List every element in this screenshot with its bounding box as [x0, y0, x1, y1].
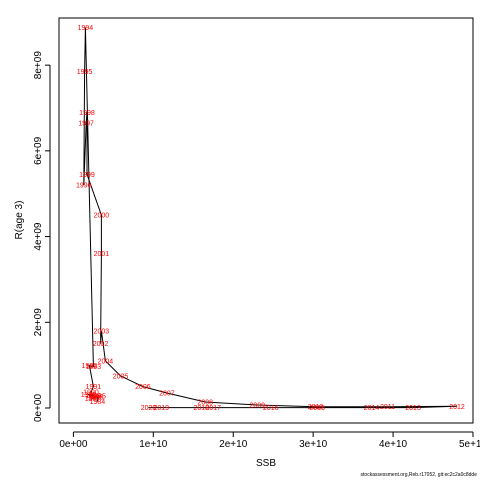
year-label-1986: 1986: [88, 394, 104, 401]
year-label-2011: 2011: [380, 404, 395, 411]
x-tick-label: 2e+10: [219, 439, 248, 450]
year-label-2000: 2000: [94, 213, 110, 220]
x-tick-label: 4e+10: [379, 439, 408, 450]
year-label-2020: 2020: [141, 405, 157, 412]
x-tick-label: 0e+00: [59, 439, 88, 450]
year-label-2019: 2019: [154, 405, 170, 412]
y-tick-label: 0e+00: [33, 394, 44, 423]
year-label-1999: 1999: [79, 172, 95, 179]
year-label-2006: 2006: [135, 384, 151, 391]
year-label-2003: 2003: [94, 328, 110, 335]
year-label-1991: 1991: [86, 384, 102, 391]
year-label-2017: 2017: [205, 405, 221, 412]
year-label-1985: 1985: [90, 394, 106, 401]
year-label-2004: 2004: [98, 358, 114, 365]
y-axis-title: R(age 3): [14, 201, 25, 240]
year-label-2015: 2015: [309, 405, 325, 412]
x-tick-label: 1e+10: [139, 439, 168, 450]
year-label-1984: 1984: [90, 399, 106, 406]
year-label-2009: 2009: [249, 403, 265, 410]
year-label-1988: 1988: [81, 392, 97, 399]
year-label-1997: 1997: [78, 121, 94, 128]
x-tick-label: 3e+10: [299, 439, 328, 450]
source-credit: stockassessment.org,Reb.r17052, git:ec2c…: [360, 472, 477, 478]
y-tick-label: 8e+09: [33, 51, 44, 80]
year-label-1994: 1994: [78, 25, 94, 32]
year-label-1989: 1989: [86, 393, 102, 400]
year-label-1998: 1998: [79, 110, 95, 117]
year-label-2002: 2002: [93, 341, 109, 348]
year-label-2014: 2014: [364, 405, 380, 412]
year-label-2013: 2013: [405, 405, 421, 412]
year-label-2001: 2001: [94, 251, 110, 258]
year-label-2018: 2018: [193, 405, 209, 412]
x-tick-label: 5e+10: [459, 439, 480, 450]
x-axis: 0e+00 1e+10 2e+10 3e+10 4e+10 5e+10: [59, 431, 480, 450]
x-axis-title: SSB: [256, 458, 276, 469]
year-label-1990: 1990: [83, 390, 99, 397]
year-label-1993: 1993: [86, 364, 102, 371]
year-label-2012: 2012: [449, 404, 465, 411]
year-label-2007: 2007: [159, 391, 175, 398]
year-label-1987: 1987: [85, 396, 101, 403]
y-tick-label: 2e+09: [33, 308, 44, 337]
plot-area-frame: [58, 17, 474, 424]
year-label-2008: 2008: [197, 400, 213, 407]
y-axis: 0e+00 2e+09 4e+09 6e+09 8e+09: [33, 51, 51, 423]
y-tick-label: 4e+09: [33, 222, 44, 251]
year-label-2010: 2010: [308, 404, 324, 411]
year-label-2016: 2016: [263, 405, 279, 412]
year-label-2005: 2005: [113, 373, 129, 380]
year-label-1995: 1995: [77, 69, 93, 76]
y-tick-label: 6e+09: [33, 136, 44, 165]
year-label-1996: 1996: [76, 183, 92, 190]
year-label-1992: 1992: [82, 363, 98, 370]
recruitment-ssb-line: [83, 27, 458, 409]
